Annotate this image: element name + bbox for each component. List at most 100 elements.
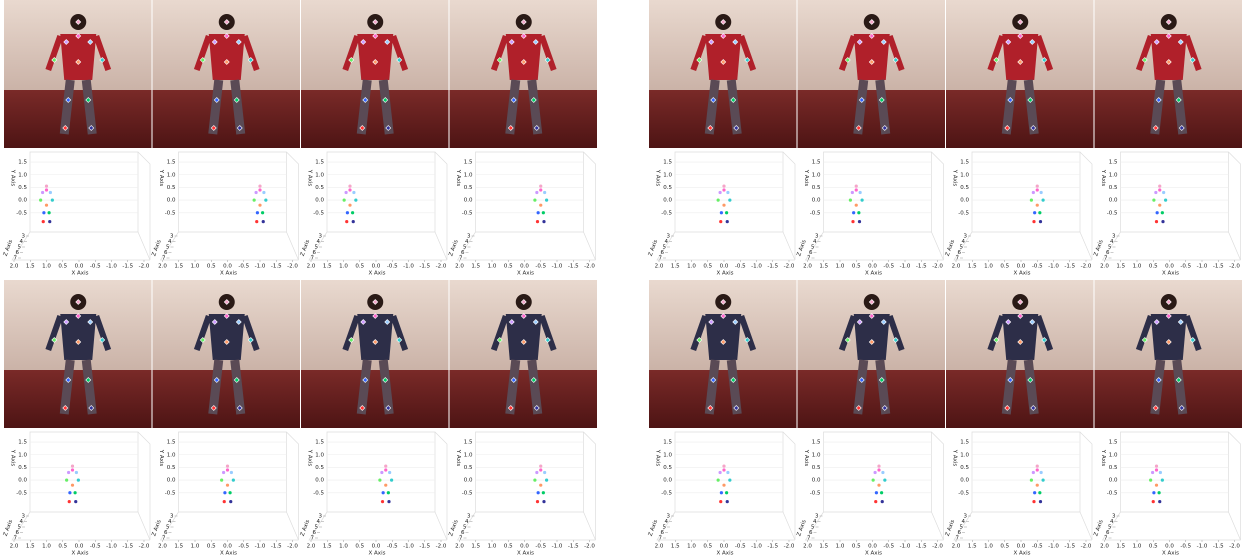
y-axis-label: Y Axis bbox=[655, 169, 661, 187]
photo-floor bbox=[798, 370, 946, 428]
y-tick-label: 1.0 bbox=[1109, 452, 1118, 458]
y-axis-label: Y Axis bbox=[158, 449, 164, 467]
y-tick-label: 1.5 bbox=[960, 440, 969, 446]
y-axis-label: Y Axis bbox=[655, 449, 661, 467]
y-tick-label: -0.5 bbox=[16, 490, 27, 496]
y-axis-label: Y Axis bbox=[307, 449, 313, 467]
x-axis-label: X Axis bbox=[72, 551, 89, 557]
y-tick-label: 0.5 bbox=[812, 465, 821, 471]
joint-point bbox=[226, 484, 229, 487]
joint-point bbox=[720, 211, 723, 214]
y-tick-label: 0.5 bbox=[1109, 185, 1118, 191]
joint-point bbox=[728, 199, 731, 202]
pose-plot: 1.51.00.50.0-0.52.01.51.00.50.0-0.5-1.0-… bbox=[300, 152, 447, 277]
x-tick-label: 1.0 bbox=[836, 544, 845, 550]
joint-point bbox=[877, 468, 880, 471]
joint-point bbox=[75, 471, 78, 474]
y-tick-label: 1.0 bbox=[315, 452, 324, 458]
joint-point bbox=[42, 211, 45, 214]
joint-point bbox=[1032, 500, 1035, 503]
z-axis-label: Z Axis bbox=[448, 519, 459, 537]
joint-point bbox=[539, 185, 542, 188]
y-tick-label: 0.5 bbox=[167, 465, 176, 471]
y-axis-label: Y Axis bbox=[803, 169, 809, 187]
joint-point bbox=[51, 199, 54, 202]
x-tick-label: 0.5 bbox=[355, 544, 364, 550]
photo bbox=[1095, 0, 1243, 148]
z-tick-label: 7 bbox=[807, 256, 811, 262]
x-tick-label: -0.5 bbox=[387, 264, 398, 270]
joint-point bbox=[380, 471, 383, 474]
x-tick-label: -0.5 bbox=[735, 544, 746, 550]
pose-plot: 1.51.00.50.0-0.52.01.51.00.50.0-0.5-1.0-… bbox=[648, 432, 795, 557]
y-tick-label: 0.5 bbox=[812, 185, 821, 191]
y-tick-label: -0.5 bbox=[1107, 490, 1118, 496]
x-tick-label: 0.0 bbox=[372, 544, 381, 550]
joint-point bbox=[229, 491, 232, 494]
x-tick-label: 1.5 bbox=[174, 264, 183, 270]
joint-point bbox=[253, 199, 256, 202]
pose-plot: 1.51.00.50.0-0.52.01.51.00.50.0-0.5-1.0-… bbox=[796, 432, 943, 557]
x-tick-label: -1.5 bbox=[122, 264, 133, 270]
joint-point bbox=[1158, 204, 1161, 207]
photo-floor bbox=[153, 90, 301, 148]
x-tick-label: 2.0 bbox=[1100, 544, 1109, 550]
joint-point bbox=[384, 484, 387, 487]
z-axis-label: Z Axis bbox=[448, 239, 459, 257]
joint-point bbox=[230, 471, 233, 474]
photo bbox=[153, 280, 301, 428]
joint-point bbox=[1152, 491, 1155, 494]
x-tick-label: 2.0 bbox=[455, 544, 464, 550]
x-tick-label: 0.5 bbox=[1000, 264, 1009, 270]
y-tick-label: 0.0 bbox=[812, 198, 821, 204]
joint-point bbox=[543, 191, 546, 194]
joint-point bbox=[1155, 468, 1158, 471]
x-tick-label: 2.0 bbox=[655, 544, 664, 550]
y-tick-label: 0.5 bbox=[960, 465, 969, 471]
z-axis-label: Z Axis bbox=[3, 239, 14, 257]
joint-point bbox=[343, 199, 346, 202]
x-tick-label: -1.0 bbox=[751, 264, 762, 270]
pose-plot: 1.51.00.50.0-0.52.01.51.00.50.0-0.5-1.0-… bbox=[945, 432, 1092, 557]
y-axis-label: Y Axis bbox=[1100, 449, 1106, 467]
joint-point bbox=[542, 491, 545, 494]
x-tick-label: 2.0 bbox=[307, 264, 316, 270]
x-tick-label: -0.5 bbox=[735, 264, 746, 270]
joint-point bbox=[536, 500, 539, 503]
joint-point bbox=[382, 491, 385, 494]
x-tick-label: 0.0 bbox=[868, 544, 877, 550]
x-tick-label: 2.0 bbox=[655, 264, 664, 270]
x-tick-label: 0.0 bbox=[75, 544, 84, 550]
y-tick-label: 0.0 bbox=[960, 198, 969, 204]
y-tick-label: -0.5 bbox=[313, 210, 324, 216]
x-tick-label: -1.5 bbox=[767, 264, 778, 270]
x-tick-label: -2.0 bbox=[784, 544, 795, 550]
joint-point bbox=[45, 204, 48, 207]
x-tick-label: -1.5 bbox=[767, 544, 778, 550]
x-tick-label: -1.5 bbox=[1213, 264, 1224, 270]
x-tick-label: 0.5 bbox=[1149, 264, 1158, 270]
y-tick-label: 1.5 bbox=[1109, 440, 1118, 446]
joint-point bbox=[381, 500, 384, 503]
x-tick-label: 0.0 bbox=[223, 544, 232, 550]
x-axis-label: X Axis bbox=[1014, 271, 1031, 277]
joint-point bbox=[1039, 220, 1042, 223]
x-tick-label: 1.5 bbox=[671, 544, 680, 550]
x-tick-label: 1.5 bbox=[819, 264, 828, 270]
axis-pane bbox=[954, 432, 1092, 540]
pose-plot: 1.51.00.50.0-0.52.01.51.00.50.0-0.5-1.0-… bbox=[3, 432, 150, 557]
joint-point bbox=[880, 491, 883, 494]
joint-point bbox=[348, 204, 351, 207]
x-tick-label: 2.0 bbox=[158, 544, 167, 550]
joint-point bbox=[883, 479, 886, 482]
photo-floor bbox=[301, 90, 449, 148]
photo bbox=[4, 280, 152, 428]
joint-point bbox=[67, 471, 70, 474]
y-tick-label: 0.5 bbox=[18, 185, 27, 191]
pose-plot: 1.51.00.50.0-0.52.01.51.00.50.0-0.5-1.0-… bbox=[3, 152, 150, 277]
y-axis-label: Y Axis bbox=[10, 449, 16, 467]
joint-point bbox=[1155, 220, 1158, 223]
x-tick-label: -1.5 bbox=[916, 544, 927, 550]
photo-floor bbox=[946, 370, 1094, 428]
z-axis-label: Z Axis bbox=[300, 519, 311, 537]
